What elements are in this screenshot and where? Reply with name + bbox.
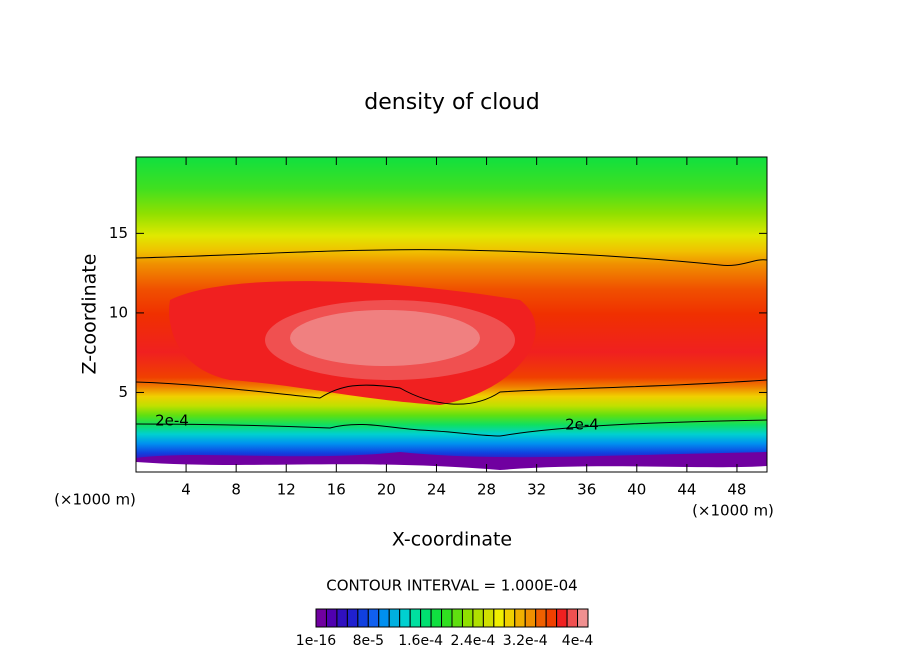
colorbar-label: 2.4e-4 (451, 633, 496, 649)
colorbar-box (461, 608, 474, 628)
y-tick-label: 10 (109, 303, 128, 321)
colorbar-box (315, 608, 327, 628)
colorbar-box (378, 608, 390, 628)
colorbar-box (420, 608, 432, 628)
colorbar-box (482, 608, 495, 628)
plot-frame (135, 156, 768, 473)
colorbar-box (346, 608, 359, 628)
x-tick-label: 24 (427, 481, 446, 499)
x-unit: (×1000 m) (54, 491, 136, 509)
contour-label: 2e-4 (155, 412, 189, 430)
x-tick-label: 48 (727, 481, 746, 499)
colorbar-box (493, 608, 505, 628)
colorbar-box (325, 608, 338, 628)
colorbar-box (441, 608, 453, 628)
x-tick-label: 12 (277, 481, 296, 499)
colorbar-label: 8e-5 (353, 633, 384, 649)
x-unit: (×1000 m) (692, 502, 774, 520)
colorbar-label: 1.6e-4 (398, 633, 443, 649)
colorbar-box (367, 608, 380, 628)
contour-label: 2e-4 (565, 416, 599, 434)
colorbar-box (336, 608, 348, 628)
colorbar-label: 3.2e-4 (503, 633, 548, 649)
colorbar-box (357, 608, 369, 628)
x-tick-label: 4 (181, 481, 191, 499)
y-tick-label: 15 (109, 224, 128, 242)
y-tick-label: 5 (118, 383, 128, 401)
contour-interval: CONTOUR INTERVAL = 1.000E-04 (326, 577, 577, 595)
colorbar-box (514, 608, 526, 628)
colorbar-label: 4e-4 (562, 633, 594, 649)
colorbar-box (451, 608, 463, 628)
colorbar-box (430, 608, 443, 628)
x-tick-label: 40 (627, 481, 646, 499)
x-axis-label: X-coordinate (392, 529, 512, 551)
x-tick-label: 20 (377, 481, 396, 499)
x-tick-label: 32 (527, 481, 546, 499)
colorbar-box (388, 608, 401, 628)
colorbar-box (524, 608, 537, 628)
y-axis-label: Z-coordinate (79, 254, 101, 375)
x-tick-label: 8 (231, 481, 241, 499)
colorbar-box (545, 608, 558, 628)
colorbar-box (409, 608, 422, 628)
colorbar-box (399, 608, 411, 628)
field (136, 157, 767, 472)
contour-lines (135, 249, 768, 437)
colorbar-label: 1e-16 (296, 633, 336, 649)
colorbar-box (503, 608, 516, 628)
x-tick-label: 28 (477, 481, 496, 499)
chart-title: density of cloud (364, 90, 539, 115)
colorbar-box (566, 608, 579, 628)
colorbar-box (556, 608, 568, 628)
colorbar-box (472, 608, 484, 628)
colorbar-box (535, 608, 547, 628)
x-tick-label: 36 (577, 481, 596, 499)
x-tick-label: 16 (327, 481, 346, 499)
x-tick-label: 44 (677, 481, 696, 499)
colorbar-box (577, 608, 589, 628)
